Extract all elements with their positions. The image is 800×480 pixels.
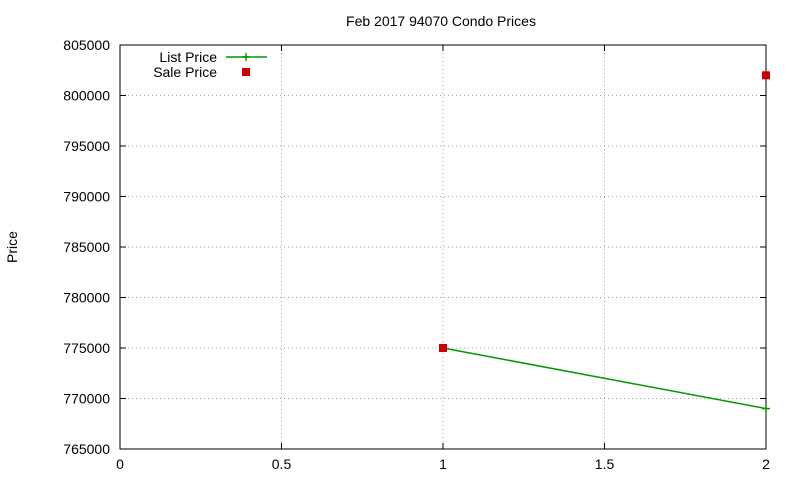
legend-label: List Price [159, 49, 217, 65]
y-tick-label: 790000 [63, 189, 110, 205]
x-tick-label: 2 [762, 456, 770, 472]
x-tick-label: 0 [116, 456, 124, 472]
sale-price-point [439, 344, 447, 352]
list-price-line [442, 347, 767, 410]
legend-label: Sale Price [153, 64, 217, 80]
ticks-layer: 0 0.5 1 1.5 2 765000 770000 775000 780000 785000 7… [63, 37, 770, 472]
y-tick-label: 775000 [63, 340, 110, 356]
y-tick-label: 780000 [63, 290, 110, 306]
y-tick-label: 770000 [63, 391, 110, 407]
list-price-point [762, 404, 770, 413]
x-tick-label: 1 [439, 456, 447, 472]
series-layer [439, 71, 770, 413]
x-tick-label: 0.5 [272, 456, 292, 472]
grid-layer [120, 45, 766, 449]
sale-price-point [762, 71, 770, 80]
chart-title: Feb 2017 94070 Condo Prices [346, 13, 536, 29]
y-axis-label: Price [4, 231, 20, 263]
y-tick-label: 795000 [63, 138, 110, 154]
legend-swatch-square [242, 68, 250, 76]
legend-swatch-plus [242, 53, 250, 61]
y-tick-label: 800000 [63, 88, 110, 104]
x-tick-label: 1.5 [595, 456, 615, 472]
y-tick-label: 805000 [63, 37, 110, 53]
y-tick-label: 785000 [63, 239, 110, 255]
y-tick-label: 765000 [63, 441, 110, 457]
